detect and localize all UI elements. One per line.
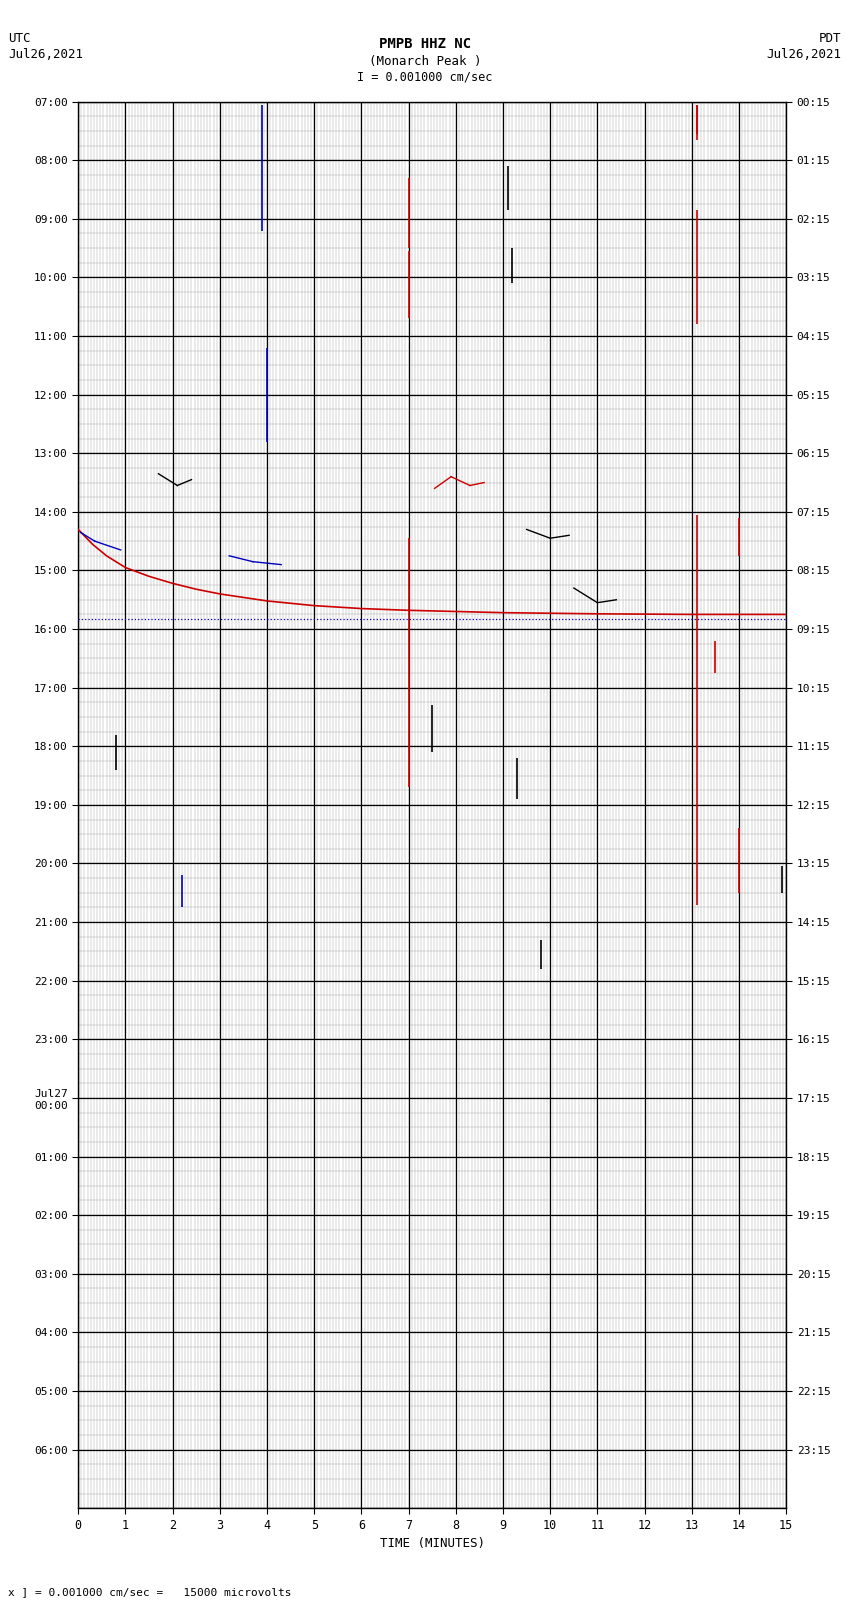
Text: UTC: UTC bbox=[8, 32, 31, 45]
Text: PDT: PDT bbox=[819, 32, 842, 45]
Text: I = 0.001000 cm/sec: I = 0.001000 cm/sec bbox=[357, 71, 493, 84]
Text: Jul26,2021: Jul26,2021 bbox=[767, 48, 842, 61]
Text: (Monarch Peak ): (Monarch Peak ) bbox=[369, 55, 481, 68]
Text: PMPB HHZ NC: PMPB HHZ NC bbox=[379, 37, 471, 52]
Text: Jul26,2021: Jul26,2021 bbox=[8, 48, 83, 61]
X-axis label: TIME (MINUTES): TIME (MINUTES) bbox=[380, 1537, 484, 1550]
Text: x ] = 0.001000 cm/sec =   15000 microvolts: x ] = 0.001000 cm/sec = 15000 microvolts bbox=[8, 1587, 292, 1597]
